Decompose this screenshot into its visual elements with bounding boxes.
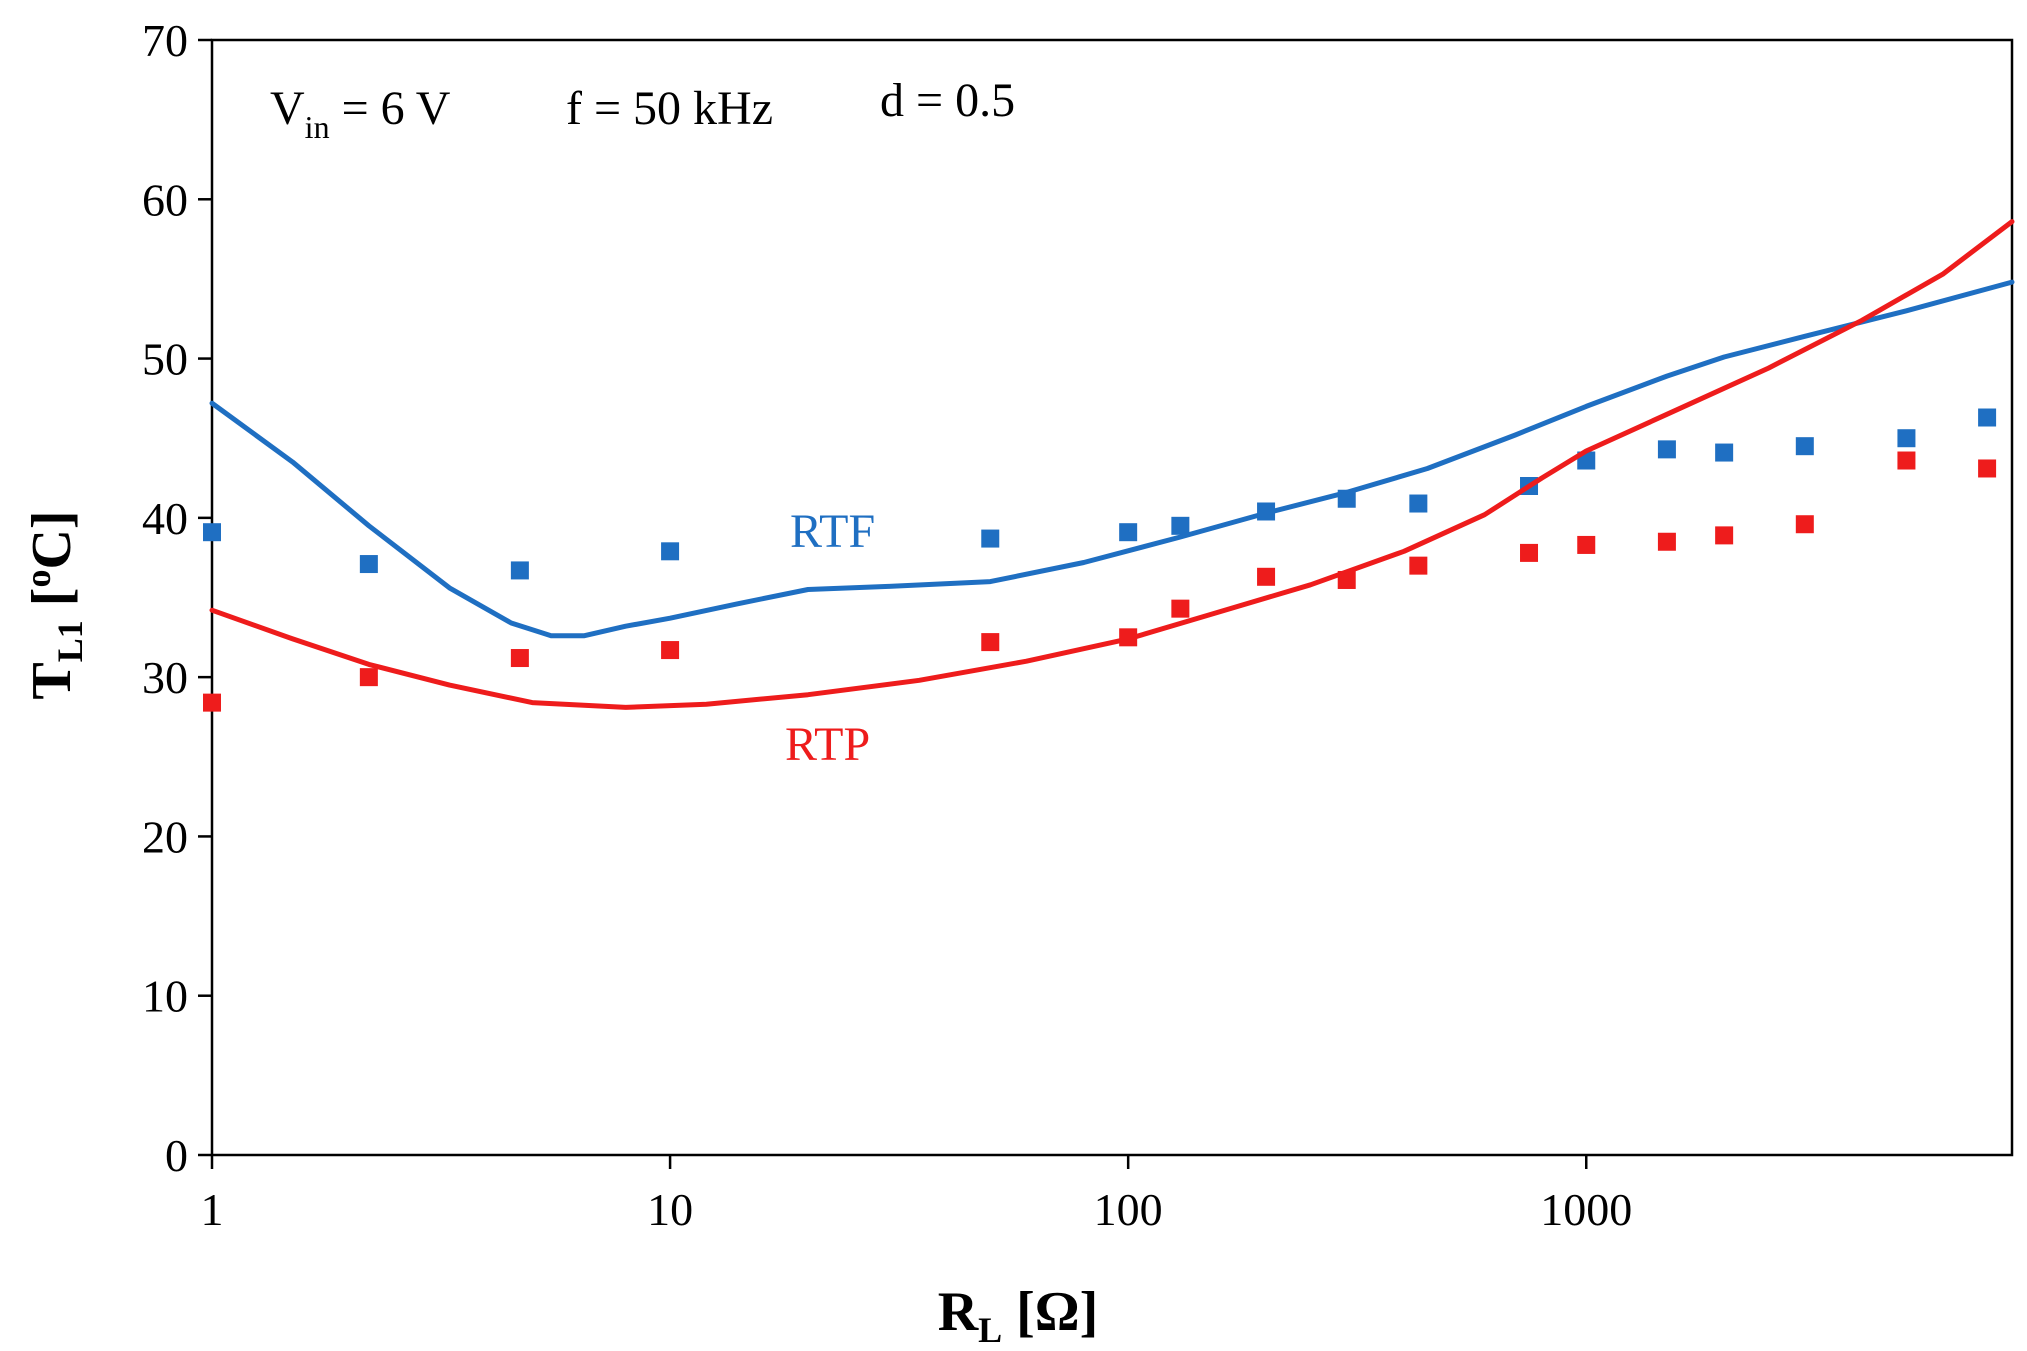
data-point-rtf (359, 555, 378, 574)
data-point-rtp (1795, 515, 1814, 534)
data-point-rtp (1257, 567, 1276, 586)
y-tick-label: 10 (142, 971, 188, 1022)
input-voltage-annotation: Vin = 6 V (270, 82, 451, 145)
data-point-rtp (1657, 532, 1676, 551)
series-line-rtp (209, 219, 2015, 710)
data-point-rtp (1171, 599, 1190, 618)
data-point-rtf (1409, 494, 1428, 513)
data-point-rtp (1520, 543, 1539, 562)
data-point-rtf (1171, 516, 1190, 535)
data-point-rtf (510, 561, 529, 580)
series-layer (203, 219, 2015, 712)
data-point-rtp (981, 633, 1000, 652)
data-point-rtf (1657, 440, 1676, 459)
frequency-annotation: f = 50 kHz (566, 82, 773, 135)
x-tick-label: 10 (647, 1184, 693, 1235)
data-point-rtp (510, 649, 529, 668)
y-tick-label: 0 (165, 1130, 188, 1181)
data-point-rtf (1715, 443, 1734, 462)
data-point-rtp (203, 693, 221, 712)
data-point-rtf (1978, 408, 1997, 427)
data-point-rtp (1337, 570, 1356, 589)
data-point-rtf (981, 529, 1000, 548)
y-tick-label: 40 (142, 493, 188, 544)
series-label-rtf: RTF (790, 505, 875, 558)
series-label-rtp: RTP (785, 718, 870, 771)
y-tick-label: 60 (142, 174, 188, 225)
data-point-rtp (359, 668, 378, 687)
data-point-rtp (1119, 628, 1138, 647)
x-tick-label: 100 (1094, 1184, 1163, 1235)
y-tick-label: 50 (142, 334, 188, 385)
data-point-rtf (1257, 502, 1276, 521)
data-point-rtf (661, 542, 680, 561)
data-point-rtf (1119, 523, 1138, 542)
data-point-rtp (1577, 535, 1596, 554)
y-axis-title: TL1 [oC] (18, 510, 90, 699)
x-tick-label: 1 (201, 1184, 224, 1235)
x-axis-title: RL [Ω] (938, 1281, 1099, 1350)
data-point-rtp (1897, 451, 1916, 470)
data-point-rtf (1897, 429, 1916, 448)
data-point-rtp (1715, 526, 1734, 545)
data-point-rtp (1978, 459, 1997, 478)
series-line-rtf (209, 279, 2015, 639)
x-tick-label: 1000 (1540, 1184, 1632, 1235)
y-tick-label: 30 (142, 652, 188, 703)
y-axis-ticks: 0 10 20 30 40 50 60 70 (142, 15, 212, 1181)
data-point-rtp (661, 641, 680, 660)
data-point-rtf (203, 523, 221, 542)
y-tick-label: 20 (142, 811, 188, 862)
data-point-rtf (1337, 489, 1356, 508)
x-axis-ticks: 1 10 100 1000 (201, 1155, 1632, 1235)
y-tick-label: 70 (142, 15, 188, 66)
duty-cycle-annotation: d = 0.5 (880, 74, 1015, 127)
plot-area (210, 38, 2014, 1157)
data-point-rtp (1409, 556, 1428, 575)
data-point-rtf (1795, 437, 1814, 456)
